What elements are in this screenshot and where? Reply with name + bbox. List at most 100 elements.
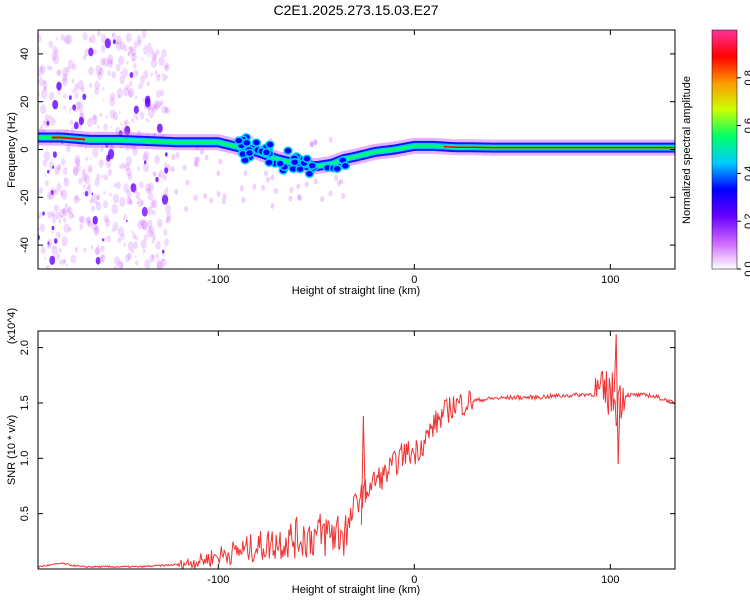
spectrogram-noise-blob bbox=[94, 247, 100, 255]
spectrogram-noise-blob bbox=[54, 190, 57, 193]
spectrogram-noise-blob bbox=[47, 65, 51, 71]
spectrogram-noise-blob bbox=[309, 141, 314, 148]
spectrogram-noise-blob bbox=[120, 162, 126, 170]
spectrogram-noise-blob bbox=[105, 115, 108, 119]
spectrogram-noise-blob bbox=[42, 211, 45, 216]
spectrogram-noise-blob bbox=[40, 104, 47, 115]
spectrogram-noise-blob bbox=[112, 39, 116, 45]
spectrogram-noise-blob bbox=[152, 105, 158, 113]
spectrogram-noise-blob bbox=[162, 174, 167, 182]
colorbar-tick-label: 0.8 bbox=[743, 70, 750, 85]
spectrogram-noise-blob bbox=[63, 259, 66, 264]
spectrogram-ridge-blob bbox=[234, 136, 244, 145]
spectrogram-noise-blob bbox=[111, 203, 118, 215]
spectrogram-noise-blob bbox=[161, 99, 164, 104]
spectrogram-noise-blob bbox=[74, 92, 79, 99]
spectrogram-noise-blob bbox=[134, 255, 137, 258]
spectrogram-noise-blob bbox=[98, 159, 104, 168]
spectrogram-noise-blob bbox=[40, 124, 44, 129]
spectrogram-y-tick-label: 0 bbox=[19, 146, 31, 152]
spectrogram-noise-blob bbox=[132, 57, 135, 61]
spectrogram-noise-blob bbox=[146, 227, 153, 238]
spectrogram-noise-blob bbox=[147, 191, 154, 201]
spectrogram-noise-blob bbox=[140, 75, 145, 84]
spectrogram-noise-blob bbox=[105, 158, 112, 168]
spectrogram-noise-blob bbox=[78, 116, 84, 126]
spectrogram-noise-blob bbox=[119, 75, 125, 84]
spectrogram-noise-blob bbox=[149, 254, 155, 263]
spectrogram-noise-blob bbox=[94, 225, 100, 234]
spectrogram-noise-blob bbox=[199, 148, 204, 155]
spectrogram-noise-blob bbox=[91, 115, 98, 125]
spectrogram-noise-blob bbox=[54, 204, 59, 212]
spectrogram-noise-blob bbox=[67, 207, 71, 213]
spectrogram-noise-blob bbox=[141, 206, 148, 217]
spectrogram-x-tick-label: 100 bbox=[601, 274, 619, 286]
snr-x-tick-label: -100 bbox=[207, 574, 229, 586]
spectrogram-noise-blob bbox=[151, 238, 155, 244]
spectrogram-noise-blob bbox=[92, 215, 98, 225]
spectrogram-noise-blob bbox=[147, 206, 153, 216]
spectrogram-noise-blob bbox=[151, 254, 155, 260]
snr-frame bbox=[37, 330, 676, 570]
spectrogram-ridge-blob bbox=[251, 138, 262, 147]
colorbar-gradient bbox=[711, 29, 738, 270]
spectrogram-noise-blob bbox=[47, 211, 53, 219]
spectrogram-noise-blob bbox=[141, 57, 144, 61]
spectrogram-noise-blob bbox=[101, 238, 104, 242]
spectrogram-noise-blob bbox=[128, 82, 132, 88]
spectrogram-noise-blob bbox=[174, 188, 179, 195]
spectrogram-noise-blob bbox=[64, 38, 67, 43]
spectrogram-ridge-blob bbox=[307, 161, 317, 170]
spectrogram-noise-blob bbox=[101, 174, 104, 179]
spectrogram-noise-blob bbox=[43, 79, 46, 84]
spectrogram-ridge-blob bbox=[264, 158, 274, 167]
spectrogram-noise-blob bbox=[150, 57, 158, 69]
spectrogram-noise-blob bbox=[47, 242, 51, 249]
spectrogram-noise-blob bbox=[339, 178, 344, 185]
spectrogram-noise-blob bbox=[106, 58, 113, 69]
spectrogram-noise-blob bbox=[142, 152, 148, 162]
spectrogram-noise-blob bbox=[140, 218, 145, 227]
spectrogram-noise-blob bbox=[130, 80, 133, 84]
spectrogram-noise-blob bbox=[138, 83, 142, 90]
spectrogram-noise-blob bbox=[42, 81, 48, 90]
spectrogram-noise-blob bbox=[123, 44, 128, 52]
spectrogram-noise-blob bbox=[109, 109, 116, 119]
spectrogram-noise-blob bbox=[56, 81, 62, 91]
spectrogram-x-axis-label: Height of straight line (km) bbox=[292, 285, 420, 297]
colorbar-ticks: 0.0 0.2 0.4 0.6 0.8 bbox=[737, 70, 750, 277]
spectrogram-noise-blob bbox=[63, 223, 70, 234]
spectrogram-noise-blob bbox=[95, 201, 102, 211]
spectrogram-noise-blob bbox=[89, 198, 93, 204]
spectrogram-ridge-blob bbox=[340, 161, 351, 171]
spectrogram-noise-blob bbox=[117, 237, 122, 244]
spectrogram-noise-blob bbox=[116, 41, 122, 51]
spectrogram-ridge-blob bbox=[275, 159, 285, 168]
spectrogram-noise-blob bbox=[313, 178, 318, 185]
spectrogram-noise-blob bbox=[56, 231, 61, 239]
spectrogram-noise-blob bbox=[161, 105, 167, 114]
spectrogram-noise-blob bbox=[160, 101, 163, 106]
spectrogram-noise-blob bbox=[120, 71, 123, 75]
spectrogram-noise-blob bbox=[175, 152, 180, 159]
spectrogram-noise-blob bbox=[49, 187, 56, 197]
spectrogram-noise-blob bbox=[288, 195, 293, 202]
spectrogram-noise-blob bbox=[127, 52, 131, 57]
spectrogram-noise-blob bbox=[151, 232, 156, 239]
spectrogram-noise-blob bbox=[150, 200, 156, 209]
snr-spike bbox=[360, 416, 364, 525]
spectrogram-noise-blob bbox=[133, 112, 138, 119]
spectrogram-noise-blob bbox=[147, 119, 150, 123]
spectrogram-noise-blob bbox=[38, 215, 41, 219]
spectrogram-noise-blob bbox=[44, 256, 47, 261]
spectrogram-noise-blob bbox=[82, 192, 85, 195]
spectrogram-noise-blob bbox=[73, 167, 79, 177]
spectrogram-noise-blob bbox=[128, 46, 130, 50]
spectrogram-noise-blob bbox=[57, 68, 62, 77]
spectrogram-noise-blob bbox=[124, 213, 127, 219]
spectrogram-noise-blob bbox=[193, 194, 198, 201]
spectrogram-noise-blob bbox=[46, 192, 52, 200]
spectrogram-noise-blob bbox=[161, 48, 167, 58]
spectrogram-noise-blob bbox=[119, 164, 122, 169]
